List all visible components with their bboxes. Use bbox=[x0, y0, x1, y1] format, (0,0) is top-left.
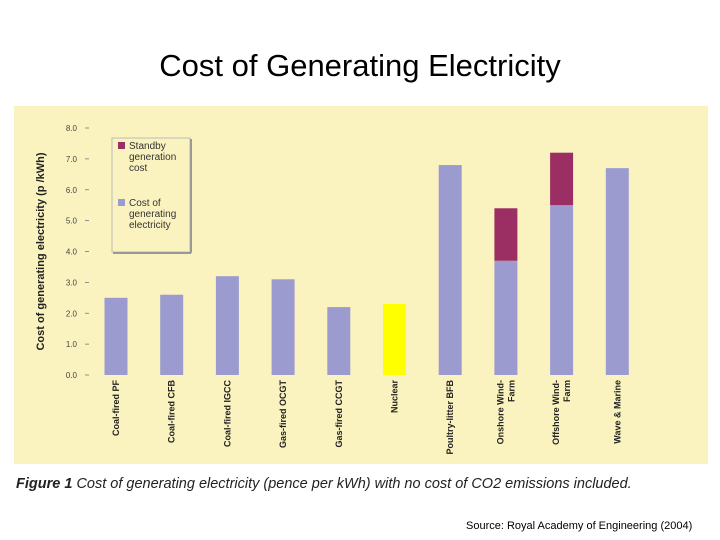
x-category-label: Poultry-litter BFB bbox=[445, 380, 455, 455]
bar-2 bbox=[160, 294, 184, 375]
x-category-label: Offshore Wind- bbox=[551, 380, 561, 445]
x-category-label: Nuclear bbox=[390, 380, 400, 414]
bar-standby-8 bbox=[494, 208, 518, 261]
figure-caption: Figure 1 Cost of generating electricity … bbox=[16, 476, 632, 492]
y-axis-label: Cost of generating electricity (p /kWh) bbox=[35, 152, 47, 350]
bar-9 bbox=[550, 205, 574, 375]
source-note: Source: Royal Academy of Engineering (20… bbox=[466, 520, 693, 532]
x-category-label: Farm bbox=[506, 380, 516, 402]
bar-3 bbox=[215, 276, 239, 375]
y-tick-label: 5.0 bbox=[66, 217, 78, 226]
legend-label: generation bbox=[129, 152, 176, 163]
y-tick-label: 4.0 bbox=[66, 248, 78, 257]
bar-4 bbox=[271, 279, 295, 375]
x-category-label: Gas-fired OCGT bbox=[278, 380, 288, 449]
y-tick-label: 8.0 bbox=[66, 124, 78, 133]
figure-caption-text: Cost of generating electricity (pence pe… bbox=[76, 476, 632, 492]
x-category-label: Gas-fired CCGT bbox=[334, 380, 344, 448]
bar-8 bbox=[494, 260, 518, 375]
y-tick-label: 3.0 bbox=[66, 278, 78, 287]
x-category-label: Onshore Wind- bbox=[495, 380, 505, 444]
legend-label: generating bbox=[129, 209, 176, 220]
legend-label: cost bbox=[129, 163, 148, 174]
bar-5 bbox=[327, 307, 351, 375]
legend-label: Cost of bbox=[129, 198, 161, 209]
x-category-label: Coal-fired IGCC bbox=[222, 380, 232, 448]
y-tick-label: 6.0 bbox=[66, 186, 78, 195]
x-category-label: Farm bbox=[562, 380, 572, 402]
legend-label: Standby bbox=[129, 141, 166, 152]
bar-6 bbox=[383, 303, 406, 375]
legend-swatch bbox=[118, 142, 125, 149]
slide-title: Cost of Generating Electricity bbox=[159, 48, 561, 83]
x-category-label: Coal-fired CFB bbox=[167, 379, 177, 443]
bar-7 bbox=[438, 165, 462, 375]
y-tick-label: 0.0 bbox=[66, 371, 78, 380]
y-tick-label: 7.0 bbox=[66, 155, 78, 164]
legend-swatch bbox=[118, 199, 125, 206]
bar-10 bbox=[605, 168, 629, 375]
bar-chart: Cost of generating electricity (p /kWh) 0… bbox=[14, 106, 708, 464]
y-tick-label: 2.0 bbox=[66, 309, 78, 318]
bar-1 bbox=[104, 297, 128, 375]
x-category-label: Coal-fired PF bbox=[111, 380, 121, 437]
legend-box bbox=[111, 137, 191, 253]
figure-number: Figure 1 bbox=[16, 476, 73, 492]
y-tick-label: 1.0 bbox=[66, 340, 78, 349]
chart-panel: Cost of generating electricity (p /kWh) 0… bbox=[14, 106, 708, 464]
x-category-label: Wave & Marine bbox=[612, 380, 622, 444]
bar-standby-9 bbox=[550, 152, 574, 206]
legend-label: electricity bbox=[129, 220, 171, 231]
